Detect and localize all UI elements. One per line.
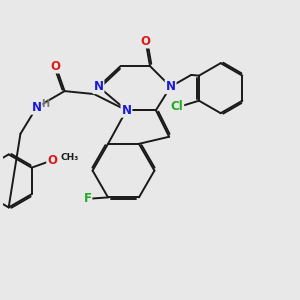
- Text: N: N: [94, 80, 103, 93]
- Text: CH₃: CH₃: [61, 153, 79, 162]
- Text: H: H: [41, 99, 50, 109]
- Text: O: O: [141, 34, 151, 48]
- Text: Cl: Cl: [170, 100, 183, 113]
- Text: O: O: [47, 154, 57, 167]
- Text: N: N: [122, 104, 131, 117]
- Text: F: F: [83, 192, 92, 206]
- Text: N: N: [32, 101, 42, 114]
- Text: O: O: [51, 60, 61, 73]
- Text: N: N: [166, 80, 176, 93]
